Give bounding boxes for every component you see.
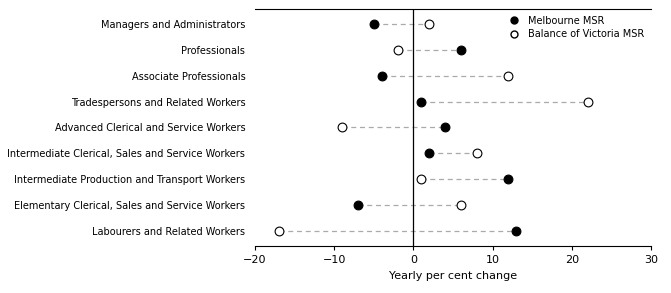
Point [424, 151, 435, 156]
Point [511, 228, 521, 233]
Point [337, 125, 348, 130]
Point [416, 177, 427, 181]
Point [503, 74, 514, 78]
Point [352, 202, 363, 207]
Point [503, 177, 514, 181]
Point [424, 22, 435, 27]
X-axis label: Yearly per cent change: Yearly per cent change [389, 271, 517, 281]
Point [368, 22, 379, 27]
Legend: Melbourne MSR, Balance of Victoria MSR: Melbourne MSR, Balance of Victoria MSR [503, 14, 646, 41]
Point [392, 48, 403, 52]
Point [456, 48, 466, 52]
Point [273, 228, 284, 233]
Point [456, 202, 466, 207]
Point [582, 99, 593, 104]
Point [376, 74, 387, 78]
Point [471, 151, 482, 156]
Point [440, 125, 450, 130]
Point [416, 99, 427, 104]
